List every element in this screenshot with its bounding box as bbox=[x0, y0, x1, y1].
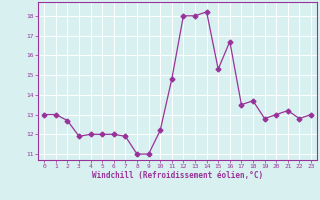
X-axis label: Windchill (Refroidissement éolien,°C): Windchill (Refroidissement éolien,°C) bbox=[92, 171, 263, 180]
